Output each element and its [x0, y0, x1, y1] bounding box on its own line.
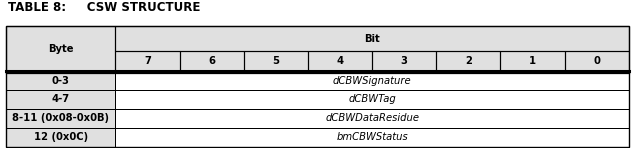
Bar	[308, 51, 372, 71]
Bar	[116, 51, 179, 71]
Bar	[179, 51, 244, 71]
Bar	[6, 109, 116, 128]
Text: 1: 1	[529, 56, 536, 66]
Text: 4-7: 4-7	[52, 94, 70, 104]
Text: TABLE 8:     CSW STRUCTURE: TABLE 8: CSW STRUCTURE	[8, 1, 200, 15]
Text: 8-11 (0x08-0x0B): 8-11 (0x08-0x0B)	[13, 113, 109, 123]
Bar	[116, 51, 179, 71]
Bar	[116, 26, 629, 51]
Bar	[564, 51, 629, 71]
Bar	[372, 51, 436, 71]
Bar	[6, 90, 116, 109]
Bar	[179, 51, 244, 71]
Text: bmCBWStatus: bmCBWStatus	[336, 132, 408, 142]
Bar	[116, 90, 629, 109]
Bar	[6, 26, 116, 71]
Bar	[501, 51, 564, 71]
Text: 0-3: 0-3	[52, 76, 70, 86]
Text: 5: 5	[272, 56, 279, 66]
Text: dCBWDataResidue: dCBWDataResidue	[325, 113, 419, 123]
Text: 6: 6	[208, 56, 215, 66]
Bar	[116, 71, 629, 90]
Text: 2: 2	[465, 56, 472, 66]
Text: 7: 7	[144, 56, 151, 66]
Bar	[116, 90, 629, 109]
Bar	[116, 109, 629, 128]
Bar	[372, 51, 436, 71]
Bar	[6, 26, 629, 147]
Bar	[564, 51, 629, 71]
Bar	[6, 109, 116, 128]
Bar	[116, 26, 629, 51]
Bar	[436, 51, 501, 71]
Bar	[6, 71, 116, 90]
Text: Byte: Byte	[48, 44, 73, 54]
Bar	[244, 51, 308, 71]
Text: Bit: Bit	[364, 34, 380, 44]
Bar	[116, 109, 629, 128]
Text: dCBWTag: dCBWTag	[348, 94, 396, 104]
Bar	[6, 128, 116, 147]
Text: 0: 0	[593, 56, 600, 66]
Text: 4: 4	[336, 56, 344, 66]
Bar	[244, 51, 308, 71]
Text: dCBWSignature: dCBWSignature	[333, 76, 411, 86]
Bar	[6, 26, 116, 71]
Bar	[116, 128, 629, 147]
Bar	[6, 71, 116, 90]
Text: 12 (0x0C): 12 (0x0C)	[33, 132, 88, 142]
Bar	[436, 51, 501, 71]
Bar	[6, 128, 116, 147]
Bar	[6, 90, 116, 109]
Bar	[308, 51, 372, 71]
Bar	[501, 51, 564, 71]
Bar	[116, 71, 629, 90]
Text: 3: 3	[401, 56, 408, 66]
Bar	[116, 128, 629, 147]
